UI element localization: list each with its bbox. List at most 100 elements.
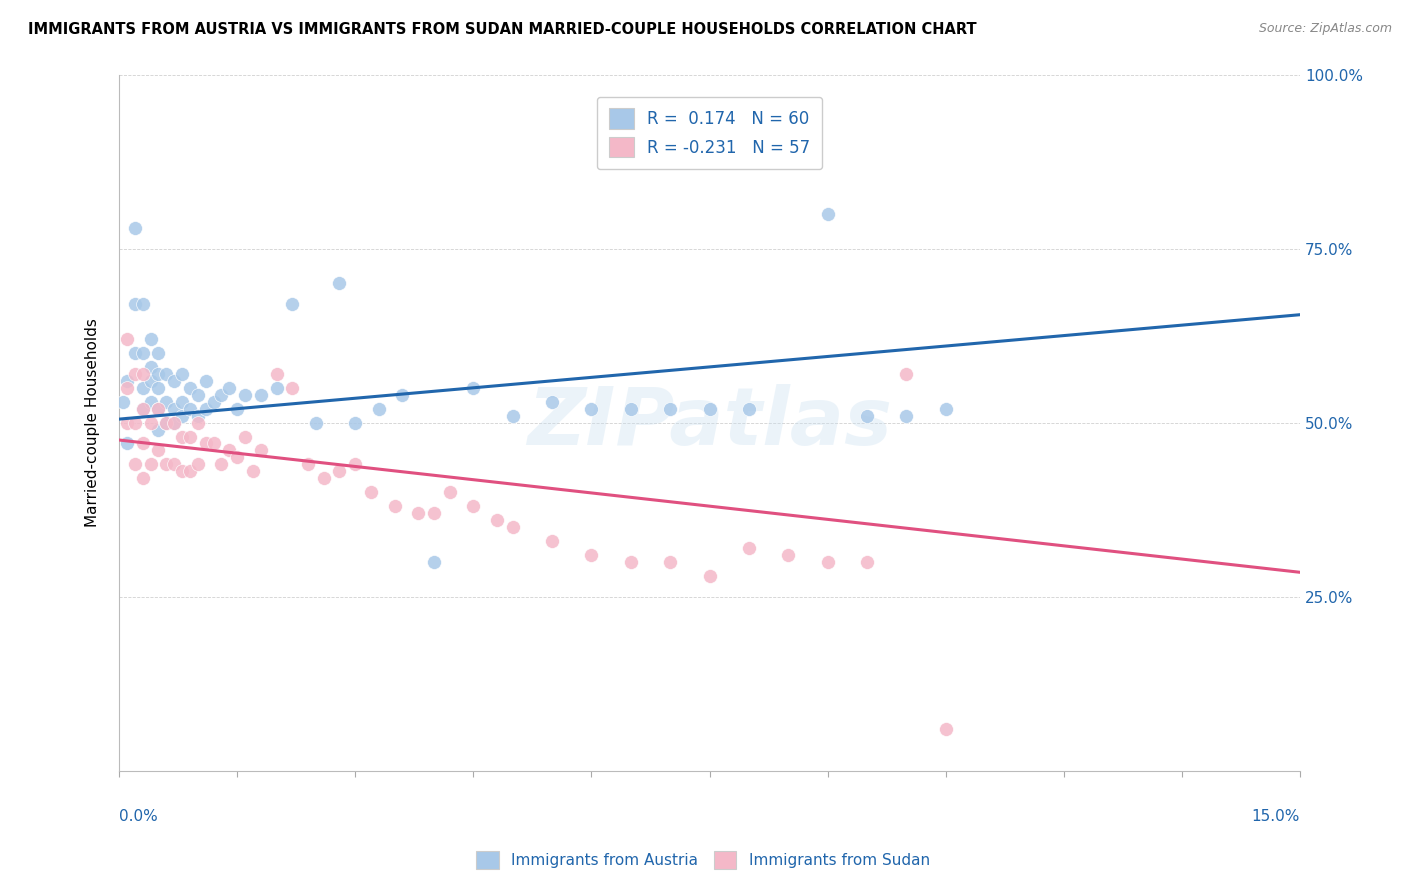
Point	[305, 416, 328, 430]
Point	[581, 548, 603, 562]
Point	[139, 458, 162, 472]
Point	[139, 374, 162, 388]
Point	[226, 401, 249, 416]
Point	[187, 416, 209, 430]
Point	[139, 332, 162, 346]
Point	[163, 416, 186, 430]
Point	[738, 541, 761, 555]
Point	[170, 367, 193, 381]
Point	[148, 401, 170, 416]
Point	[148, 367, 170, 381]
Point	[659, 401, 682, 416]
Point	[312, 471, 335, 485]
Point	[155, 394, 177, 409]
Point	[170, 394, 193, 409]
Point	[187, 388, 209, 402]
Point	[115, 374, 138, 388]
Point	[115, 381, 138, 395]
Point	[266, 367, 288, 381]
Point	[170, 429, 193, 443]
Point	[817, 555, 839, 569]
Y-axis label: Married-couple Households: Married-couple Households	[86, 318, 100, 527]
Text: 0.0%: 0.0%	[120, 809, 157, 824]
Point	[179, 429, 201, 443]
Point	[935, 401, 957, 416]
Point	[155, 416, 177, 430]
Point	[187, 409, 209, 423]
Point	[194, 436, 217, 450]
Point	[856, 555, 879, 569]
Point	[384, 499, 406, 513]
Point	[155, 416, 177, 430]
Point	[817, 207, 839, 221]
Legend: R =  0.174   N = 60, R = -0.231   N = 57: R = 0.174 N = 60, R = -0.231 N = 57	[598, 96, 823, 169]
Point	[423, 555, 446, 569]
Point	[179, 381, 201, 395]
Point	[115, 436, 138, 450]
Point	[124, 297, 146, 311]
Point	[281, 381, 304, 395]
Point	[896, 367, 918, 381]
Point	[541, 394, 564, 409]
Point	[896, 409, 918, 423]
Point	[163, 416, 186, 430]
Legend: Immigrants from Austria, Immigrants from Sudan: Immigrants from Austria, Immigrants from…	[470, 845, 936, 875]
Point	[148, 443, 170, 458]
Point	[111, 394, 134, 409]
Point	[131, 297, 153, 311]
Point	[155, 458, 177, 472]
Point	[139, 416, 162, 430]
Point	[281, 297, 304, 311]
Point	[502, 409, 524, 423]
Point	[242, 464, 264, 478]
Point	[139, 394, 162, 409]
Point	[659, 555, 682, 569]
Point	[124, 416, 146, 430]
Point	[131, 401, 153, 416]
Point	[202, 436, 225, 450]
Point	[778, 548, 800, 562]
Point	[226, 450, 249, 465]
Point	[194, 401, 217, 416]
Point	[139, 359, 162, 374]
Point	[463, 381, 485, 395]
Point	[209, 388, 232, 402]
Point	[202, 394, 225, 409]
Point	[328, 464, 350, 478]
Point	[463, 499, 485, 513]
Point	[179, 464, 201, 478]
Point	[297, 458, 319, 472]
Point	[367, 401, 389, 416]
Point	[360, 485, 382, 500]
Point	[124, 346, 146, 360]
Point	[620, 555, 643, 569]
Point	[581, 401, 603, 416]
Point	[131, 367, 153, 381]
Point	[249, 388, 271, 402]
Point	[218, 443, 240, 458]
Point	[391, 388, 413, 402]
Point	[148, 423, 170, 437]
Point	[485, 513, 508, 527]
Point	[233, 429, 256, 443]
Point	[699, 568, 721, 582]
Point	[170, 464, 193, 478]
Point	[233, 388, 256, 402]
Point	[187, 458, 209, 472]
Point	[249, 443, 271, 458]
Point	[131, 436, 153, 450]
Point	[148, 346, 170, 360]
Point	[266, 381, 288, 395]
Point	[699, 401, 721, 416]
Point	[155, 367, 177, 381]
Point	[163, 374, 186, 388]
Point	[131, 346, 153, 360]
Point	[620, 401, 643, 416]
Point	[344, 416, 367, 430]
Point	[115, 332, 138, 346]
Point	[163, 458, 186, 472]
Point	[131, 471, 153, 485]
Point	[209, 458, 232, 472]
Point	[439, 485, 461, 500]
Point	[502, 520, 524, 534]
